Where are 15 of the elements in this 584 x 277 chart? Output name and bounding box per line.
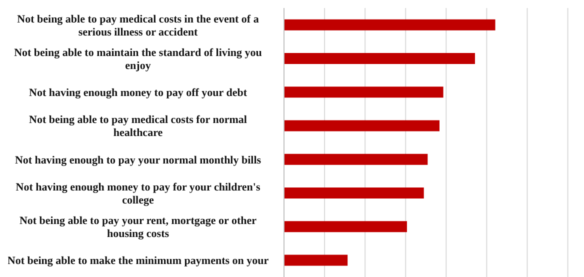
bar xyxy=(284,221,407,232)
y-tick-label: Not being able to maintain the standard of living you enjoy xyxy=(14,46,262,72)
bar xyxy=(284,86,444,98)
bar xyxy=(284,188,424,199)
bar xyxy=(284,53,475,64)
bar xyxy=(284,254,348,266)
y-tick-label: Not having enough money to pay for your children's college xyxy=(16,181,261,206)
y-tick-label: Not being able to pay your rent, mortgage or other housing costs xyxy=(19,215,257,240)
y-tick-label: Not having enough money to pay off your debt xyxy=(29,87,248,100)
bar xyxy=(284,154,428,165)
bar xyxy=(284,120,440,132)
y-tick-label: Not having enough to pay your normal monthly bills xyxy=(14,154,262,166)
bar xyxy=(284,19,496,30)
y-tick-label: Not being able to pay medical costs for normal healthcare xyxy=(29,114,247,140)
y-tick-label: Not being able to pay medical costs in the event of a serious illness or accident xyxy=(17,13,260,38)
